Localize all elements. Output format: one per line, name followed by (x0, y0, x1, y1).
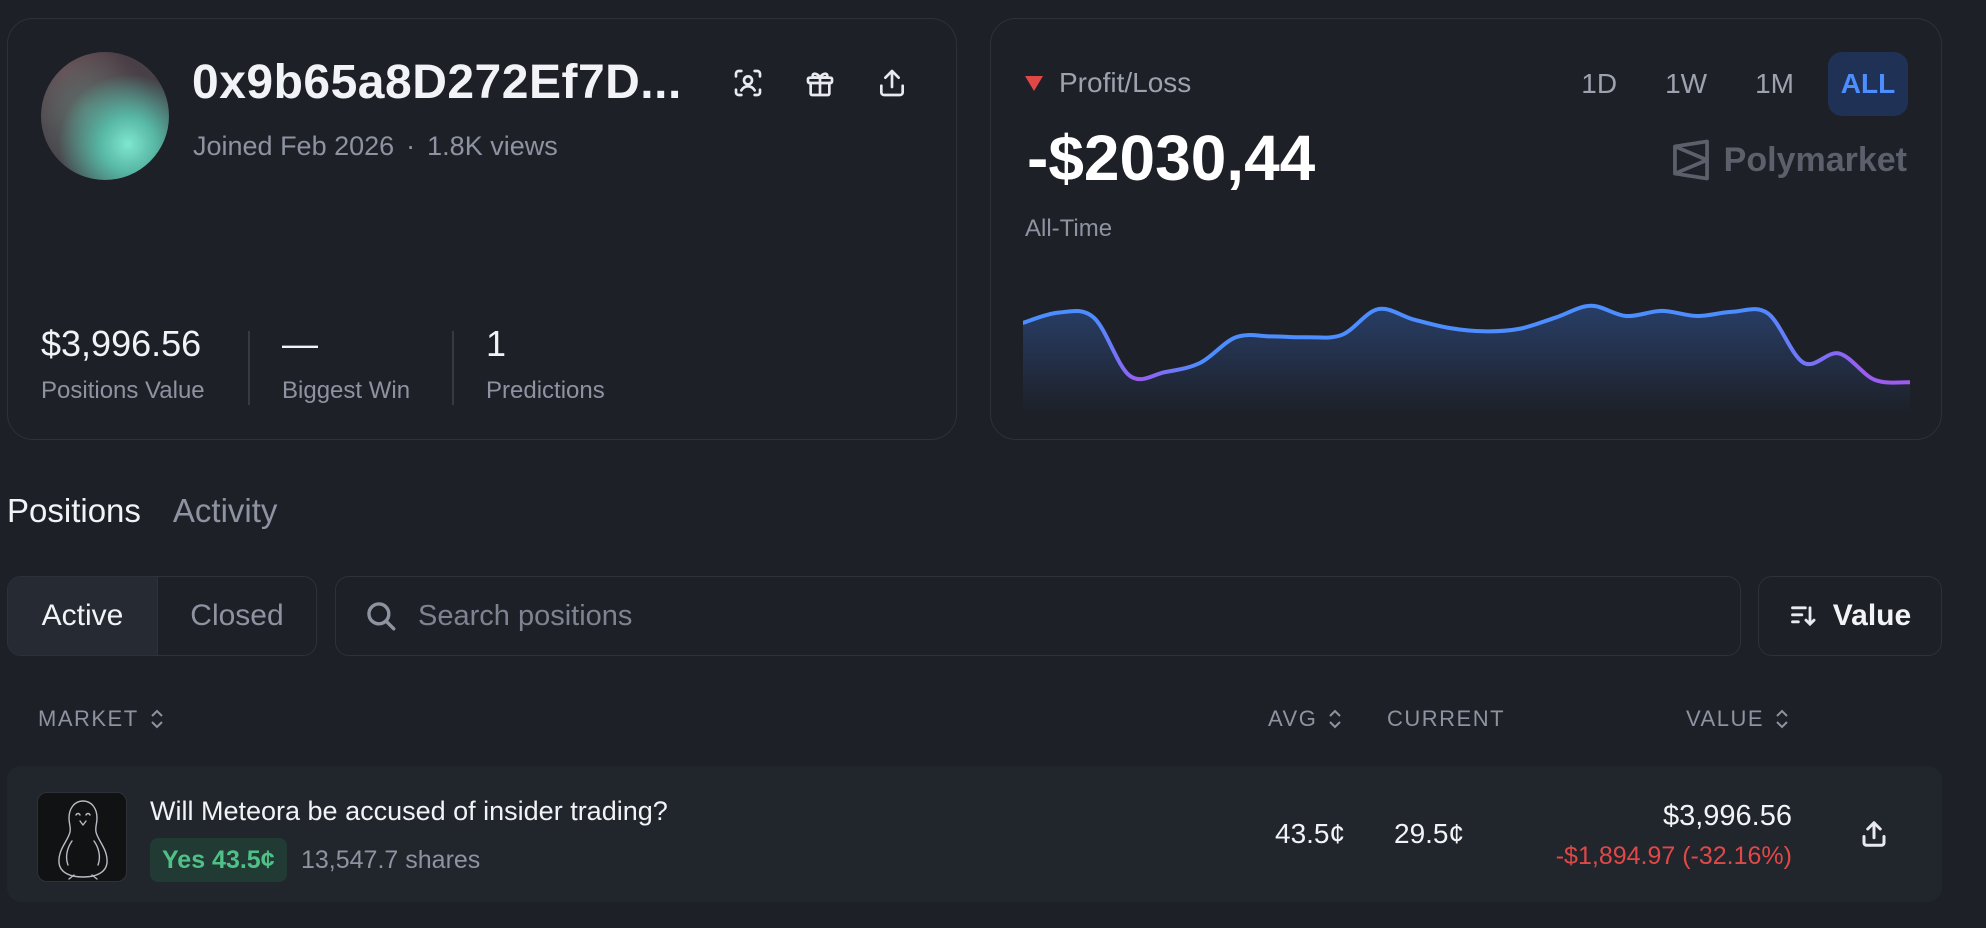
sort-label: Value (1832, 599, 1912, 632)
stat-positions-value: $3,996.56 Positions Value (41, 323, 205, 405)
current-price: 29.5¢ (1394, 818, 1465, 849)
column-header-label: AVG (1268, 706, 1318, 731)
down-triangle-icon (1025, 75, 1043, 91)
column-header-current: CURRENT (1387, 706, 1505, 732)
column-header-avg[interactable]: AVG (1268, 706, 1345, 732)
chart-line (1023, 303, 1910, 385)
stat-label: Positions Value (41, 377, 205, 404)
column-header-value[interactable]: VALUE (1686, 706, 1792, 732)
separator-dot: · (406, 131, 416, 161)
joined-date: Joined Feb 2026 (193, 131, 395, 161)
range-tab-1m[interactable]: 1M (1755, 68, 1794, 99)
pnl-label: Profit/Loss (1025, 67, 1191, 99)
share-position-icon[interactable] (1854, 814, 1894, 854)
polymarket-logo-icon (1672, 139, 1709, 181)
segment-active[interactable]: Active (8, 577, 158, 655)
polymarket-brand: Polymarket (1672, 139, 1907, 181)
status-segment: Active Closed (7, 576, 317, 656)
brand-name: Polymarket (1723, 140, 1907, 179)
gift-icon[interactable] (802, 65, 838, 101)
pnl-value: -$2030,44 (1027, 122, 1316, 194)
sort-chevrons-icon (150, 709, 163, 729)
range-tab-1d[interactable]: 1D (1581, 68, 1618, 99)
column-header-label: VALUE (1686, 706, 1765, 731)
market-thumbnail (37, 792, 127, 882)
pnl-card: Profit/Loss -$2030,44 All-Time 1D 1W 1M … (990, 18, 1942, 440)
table-row[interactable]: Will Meteora be accused of insider tradi… (7, 766, 1942, 902)
stat-label: Predictions (486, 377, 605, 404)
sort-button[interactable]: Value (1758, 576, 1942, 656)
chart-area (1023, 305, 1910, 414)
share-count: 13,547.7 shares (301, 846, 481, 874)
column-header-market[interactable]: MARKET (38, 706, 167, 732)
pnl-label-text: Profit/Loss (1059, 67, 1192, 98)
scan-user-icon[interactable] (730, 65, 766, 101)
segment-closed[interactable]: Closed (190, 599, 284, 632)
avatar[interactable] (41, 52, 169, 180)
stat-value: — (282, 323, 318, 364)
stat-value: 1 (486, 323, 507, 364)
avg-price: 43.5¢ (1275, 818, 1346, 849)
tab-positions[interactable]: Positions (7, 492, 141, 529)
column-header-label: CURRENT (1387, 706, 1506, 731)
share-icon[interactable] (874, 65, 910, 101)
pnl-chart (1023, 303, 1910, 414)
range-tabs: 1D 1W 1M ALL (1547, 52, 1908, 116)
tab-activity[interactable]: Activity (172, 492, 278, 529)
profile-meta: Joined Feb 2026 · 1.8K views (193, 131, 558, 162)
stat-value: $3,996.56 (41, 323, 202, 364)
search-box (335, 576, 1741, 656)
penguin-icon (58, 800, 108, 880)
outcome-badge: Yes 43.5¢ (150, 838, 287, 882)
stat-predictions: 1 Predictions (486, 323, 605, 405)
wallet-address: 0x9b65a8D272Ef7D... (192, 56, 682, 109)
position-change: -$1,894.97 (-32.16%) (1555, 842, 1792, 870)
main-tabs: Positions Activity (7, 492, 309, 530)
stat-divider (248, 331, 250, 405)
stat-biggest-win: — Biggest Win (282, 323, 410, 405)
market-title[interactable]: Will Meteora be accused of insider tradi… (150, 796, 668, 826)
range-tab-all[interactable]: ALL (1828, 52, 1908, 116)
pnl-period: All-Time (1025, 215, 1113, 242)
sort-chevrons-icon (1329, 709, 1342, 729)
search-icon (367, 602, 396, 631)
range-tab-1w[interactable]: 1W (1665, 68, 1708, 99)
column-header-label: MARKET (38, 706, 139, 731)
sort-icon (1790, 606, 1816, 627)
view-count: 1.8K views (427, 131, 558, 161)
sort-chevrons-icon (1776, 709, 1788, 729)
profile-card: 0x9b65a8D272Ef7D... Joined Feb 2026 · 1.8K… (7, 18, 957, 440)
search-input[interactable] (418, 599, 1618, 633)
stat-divider (452, 331, 454, 405)
position-value: $3,996.56 (1662, 800, 1792, 832)
stat-label: Biggest Win (282, 377, 411, 404)
